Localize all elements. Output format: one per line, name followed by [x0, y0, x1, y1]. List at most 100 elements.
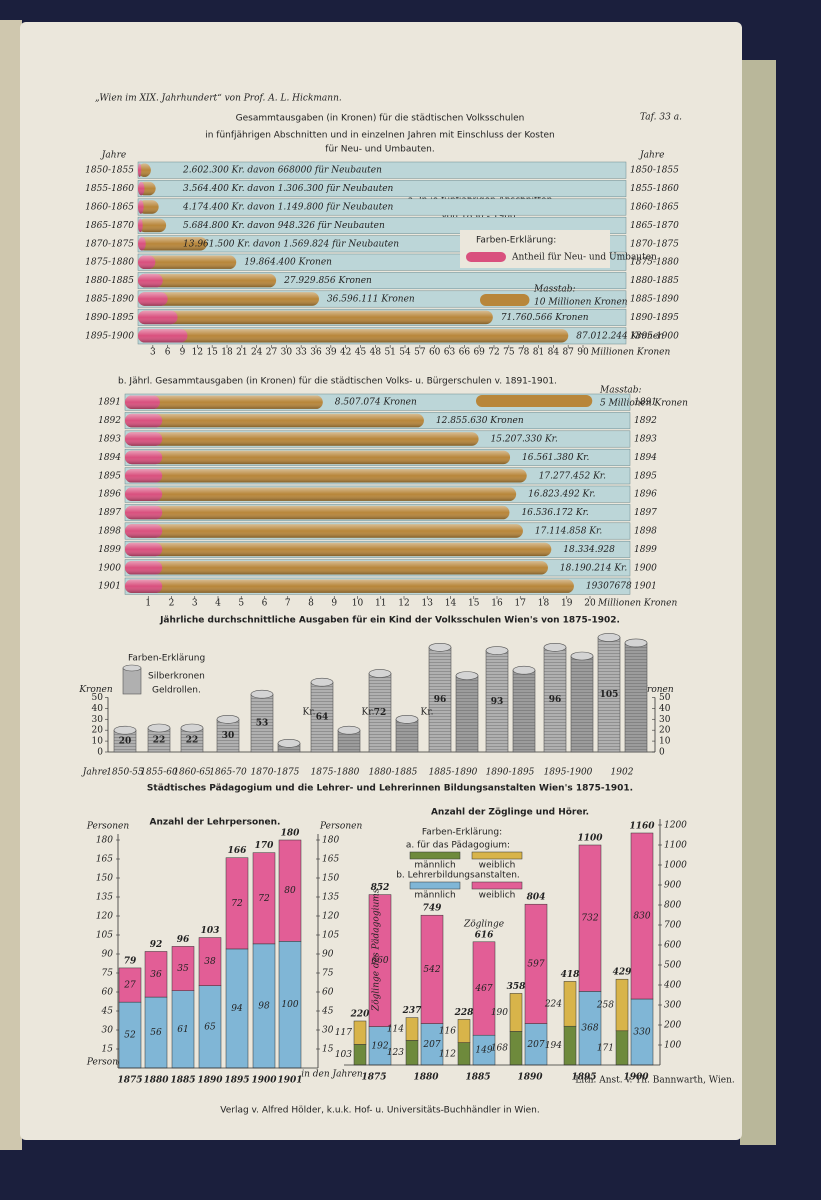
y-axis-label: Personen: [319, 822, 362, 832]
annotation: Zöglinge: [463, 919, 504, 929]
row-label: 1898: [98, 527, 121, 537]
x-tick-label: 1875: [117, 1076, 142, 1086]
rod-shade: [138, 329, 569, 343]
total-label: 220: [350, 1010, 371, 1020]
bar-segment: [563, 981, 577, 1027]
segment-label: 56: [150, 1028, 162, 1038]
segment-label: 112: [439, 1049, 456, 1059]
bar-segment: [472, 941, 496, 1036]
segment-label: 27: [123, 981, 136, 991]
y-tick-label: 500: [664, 961, 681, 971]
row-label: 1865-1870: [85, 221, 134, 231]
scale-text: 5 Millionen Kronen: [600, 399, 688, 409]
segment-label: 116: [439, 1027, 456, 1037]
plate-number: Taf. 33 a.: [640, 113, 682, 123]
rod-shade: [125, 524, 163, 538]
y-tick-label: 30: [322, 1026, 334, 1036]
scale-rod: [480, 294, 530, 306]
y-tick-label: 150: [96, 874, 113, 884]
rod-shade: [125, 413, 424, 428]
x-tick-label: 24: [251, 348, 263, 358]
row-heading: Jahre: [100, 151, 126, 161]
value-label: 17.114.858 Kr.: [535, 527, 602, 537]
total-label: 103: [201, 926, 220, 936]
scale-rod: [476, 395, 593, 407]
value-label: 96: [434, 695, 447, 705]
total-label: 418: [561, 970, 581, 980]
segment-label: 35: [177, 964, 189, 974]
x-tick-label: 72: [488, 348, 499, 358]
bar-segment: [457, 1019, 471, 1043]
y-tick-label: 200: [663, 1021, 681, 1031]
total-label: 92: [150, 940, 163, 950]
coin-top: [485, 646, 509, 655]
main-title: in fünfjährigen Abschnitten und in einze…: [205, 131, 555, 141]
left-page-edge: [0, 20, 22, 1150]
x-tick-label: 33: [295, 348, 307, 358]
x-tick-label: 1850-55: [106, 768, 144, 778]
segment-label: 597: [527, 959, 544, 969]
row-label: 1894: [634, 453, 657, 463]
x-tick-label: 1885: [170, 1076, 195, 1086]
segment-label: 171: [597, 1043, 614, 1053]
row-heading: Jahre: [638, 151, 664, 161]
x-tick-label: 39: [325, 348, 337, 358]
scale-text: 10 Millionen Kronen: [534, 298, 628, 308]
chart-title: Jährliche durchschnittliche Ausgaben für…: [159, 616, 620, 626]
rod-shade: [125, 505, 163, 520]
value-label: 22: [153, 736, 166, 746]
total-label: 852: [371, 883, 390, 893]
rod-shade: [138, 273, 277, 288]
value-label: 18.190.214 Kr.: [560, 563, 627, 573]
row-label: 1896: [98, 490, 121, 500]
x-tick-label: 12: [398, 599, 409, 609]
legend-coin: [122, 667, 142, 695]
rod-shade: [138, 273, 163, 288]
x-tick-label: 19: [561, 599, 573, 609]
x-tick-label: 1880: [143, 1076, 169, 1086]
y-tick-label: 50: [659, 693, 671, 703]
rod-shade: [138, 237, 208, 251]
x-tick-label: 18: [221, 348, 233, 358]
segment-label: 190: [491, 1008, 508, 1018]
row-label: 1870-1875: [85, 239, 134, 249]
row-label: 1893: [98, 435, 121, 445]
x-tick-label: 1875: [361, 1073, 386, 1083]
x-tick-label: 7: [285, 599, 291, 609]
coin-lines: [429, 647, 451, 752]
x-axis-label: Millionen Kronen: [597, 599, 677, 609]
legend-swatch: [471, 851, 523, 860]
x-tick-label: 9: [331, 599, 337, 609]
segment-label: 65: [204, 1022, 216, 1032]
x-tick-label: 5: [238, 599, 244, 609]
row-label: 1860-1865: [630, 203, 679, 213]
row-label: 1900: [634, 563, 657, 573]
x-tick-label: 84: [548, 348, 560, 358]
rod-shade: [125, 579, 163, 593]
row-label: 1894: [98, 453, 121, 463]
x-tick-label: 87: [562, 348, 574, 358]
x-tick-label: 14: [445, 599, 457, 609]
legend-label: weiblich: [479, 861, 516, 871]
segment-label: 52: [124, 1031, 136, 1041]
rod-shade: [138, 237, 146, 251]
coin-lines: [486, 650, 508, 752]
segment-label: 368: [581, 1024, 598, 1034]
section-title: Städtisches Pädagogium und die Lehrer- u…: [147, 784, 633, 794]
segment-label: 194: [545, 1041, 562, 1051]
rod-shade: [138, 310, 178, 325]
y-tick-label: 45: [321, 1007, 334, 1017]
row-label: 1875-1880: [630, 258, 679, 268]
rod-shade: [138, 310, 493, 325]
row-label: 1860-1865: [85, 203, 134, 213]
x-tick-label: 42: [340, 348, 351, 358]
value-label: 30: [222, 731, 235, 741]
row-label: 1898: [634, 527, 657, 537]
coin-lines: [278, 743, 300, 752]
y-tick-label: 20: [92, 726, 104, 736]
y-tick-label: 105: [96, 931, 113, 941]
segment-label: 207: [526, 1040, 544, 1050]
bar-segment: [524, 903, 548, 1024]
x-tick-label: 90: [577, 348, 589, 358]
value-label: 2.602.300 Kr. davon 668000 für Neubauten: [182, 166, 382, 176]
